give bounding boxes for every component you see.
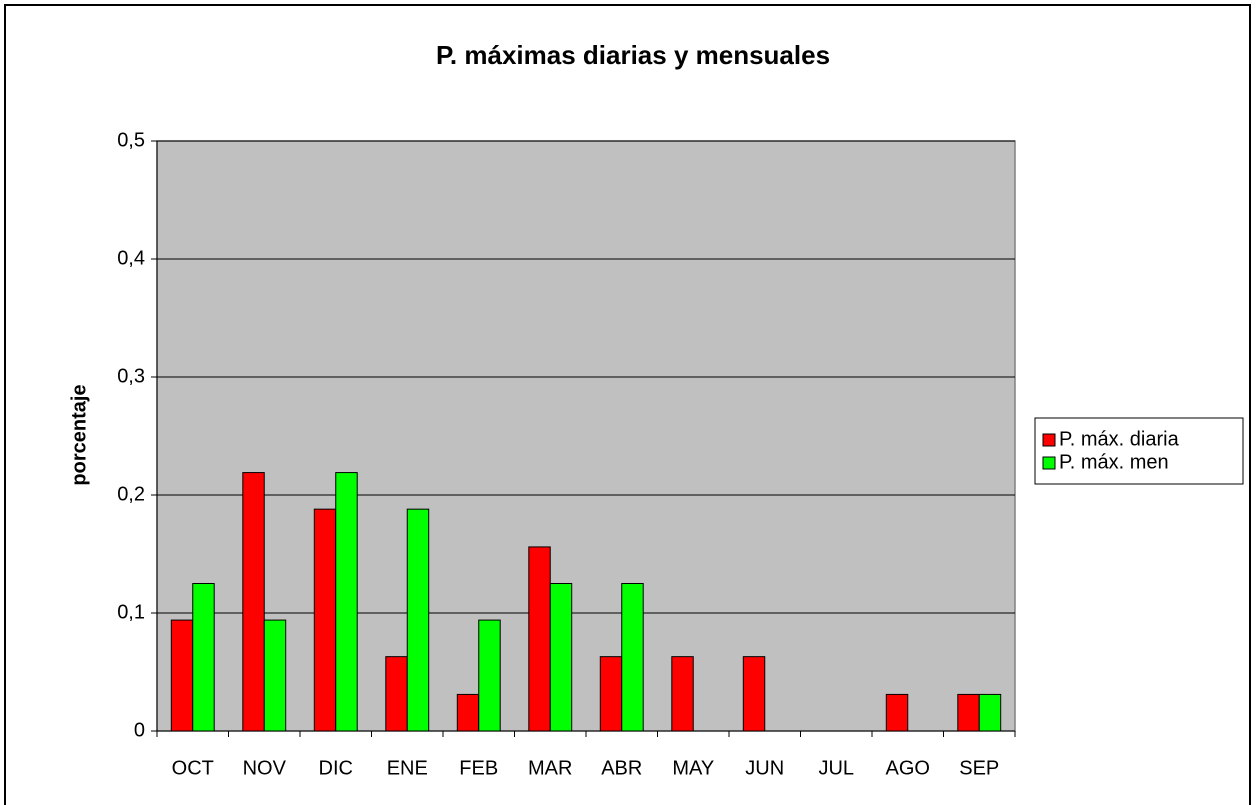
- bar: [192, 583, 215, 732]
- x-tick-label: AGO: [886, 757, 930, 779]
- y-tick-label: 0: [134, 719, 145, 741]
- y-tick-label: 0,4: [117, 247, 145, 269]
- y-tick-label: 0,5: [117, 129, 145, 151]
- bar: [406, 508, 430, 732]
- x-tick-label: JUN: [745, 757, 784, 779]
- legend-label: P. máx. diaria: [1059, 428, 1180, 450]
- y-tick-label: 0,2: [117, 483, 145, 505]
- bar: [478, 619, 501, 732]
- x-tick-label: ABR: [601, 757, 642, 779]
- bar: [170, 619, 194, 732]
- bar: [885, 693, 909, 732]
- x-tick-label: FEB: [459, 757, 498, 779]
- y-tick-label: 0,3: [117, 365, 145, 387]
- x-tick-label: NOV: [243, 757, 287, 779]
- bar: [957, 693, 980, 732]
- bar: [242, 472, 265, 732]
- bar: [742, 656, 766, 732]
- legend-swatch: [1042, 433, 1056, 447]
- y-axis-label: porcentaje: [68, 384, 90, 485]
- bar: [313, 508, 337, 732]
- bar: [978, 693, 1002, 732]
- legend-box: [1034, 417, 1244, 485]
- bar: [456, 693, 480, 732]
- bar: [335, 472, 358, 732]
- plot-area: [156, 140, 1016, 732]
- bar: [549, 583, 573, 732]
- x-tick-label: ENE: [387, 757, 428, 779]
- bar: [599, 656, 623, 732]
- chart-title: P. máximas diarias y mensuales: [436, 40, 830, 70]
- y-tick-label: 0,1: [117, 601, 145, 623]
- bar: [385, 656, 408, 732]
- x-tick-label: DIC: [319, 757, 353, 779]
- legend-label: P. máx. men: [1059, 451, 1169, 473]
- bar: [263, 619, 287, 732]
- x-tick-label: JUL: [818, 757, 854, 779]
- legend-swatch: [1042, 456, 1056, 470]
- x-tick-label: OCT: [172, 757, 214, 779]
- x-tick-label: MAR: [528, 757, 572, 779]
- x-tick-label: SEP: [959, 757, 999, 779]
- x-tick-label: MAY: [672, 757, 714, 779]
- bar: [621, 583, 644, 732]
- bar: [528, 546, 551, 732]
- bar: [671, 656, 694, 732]
